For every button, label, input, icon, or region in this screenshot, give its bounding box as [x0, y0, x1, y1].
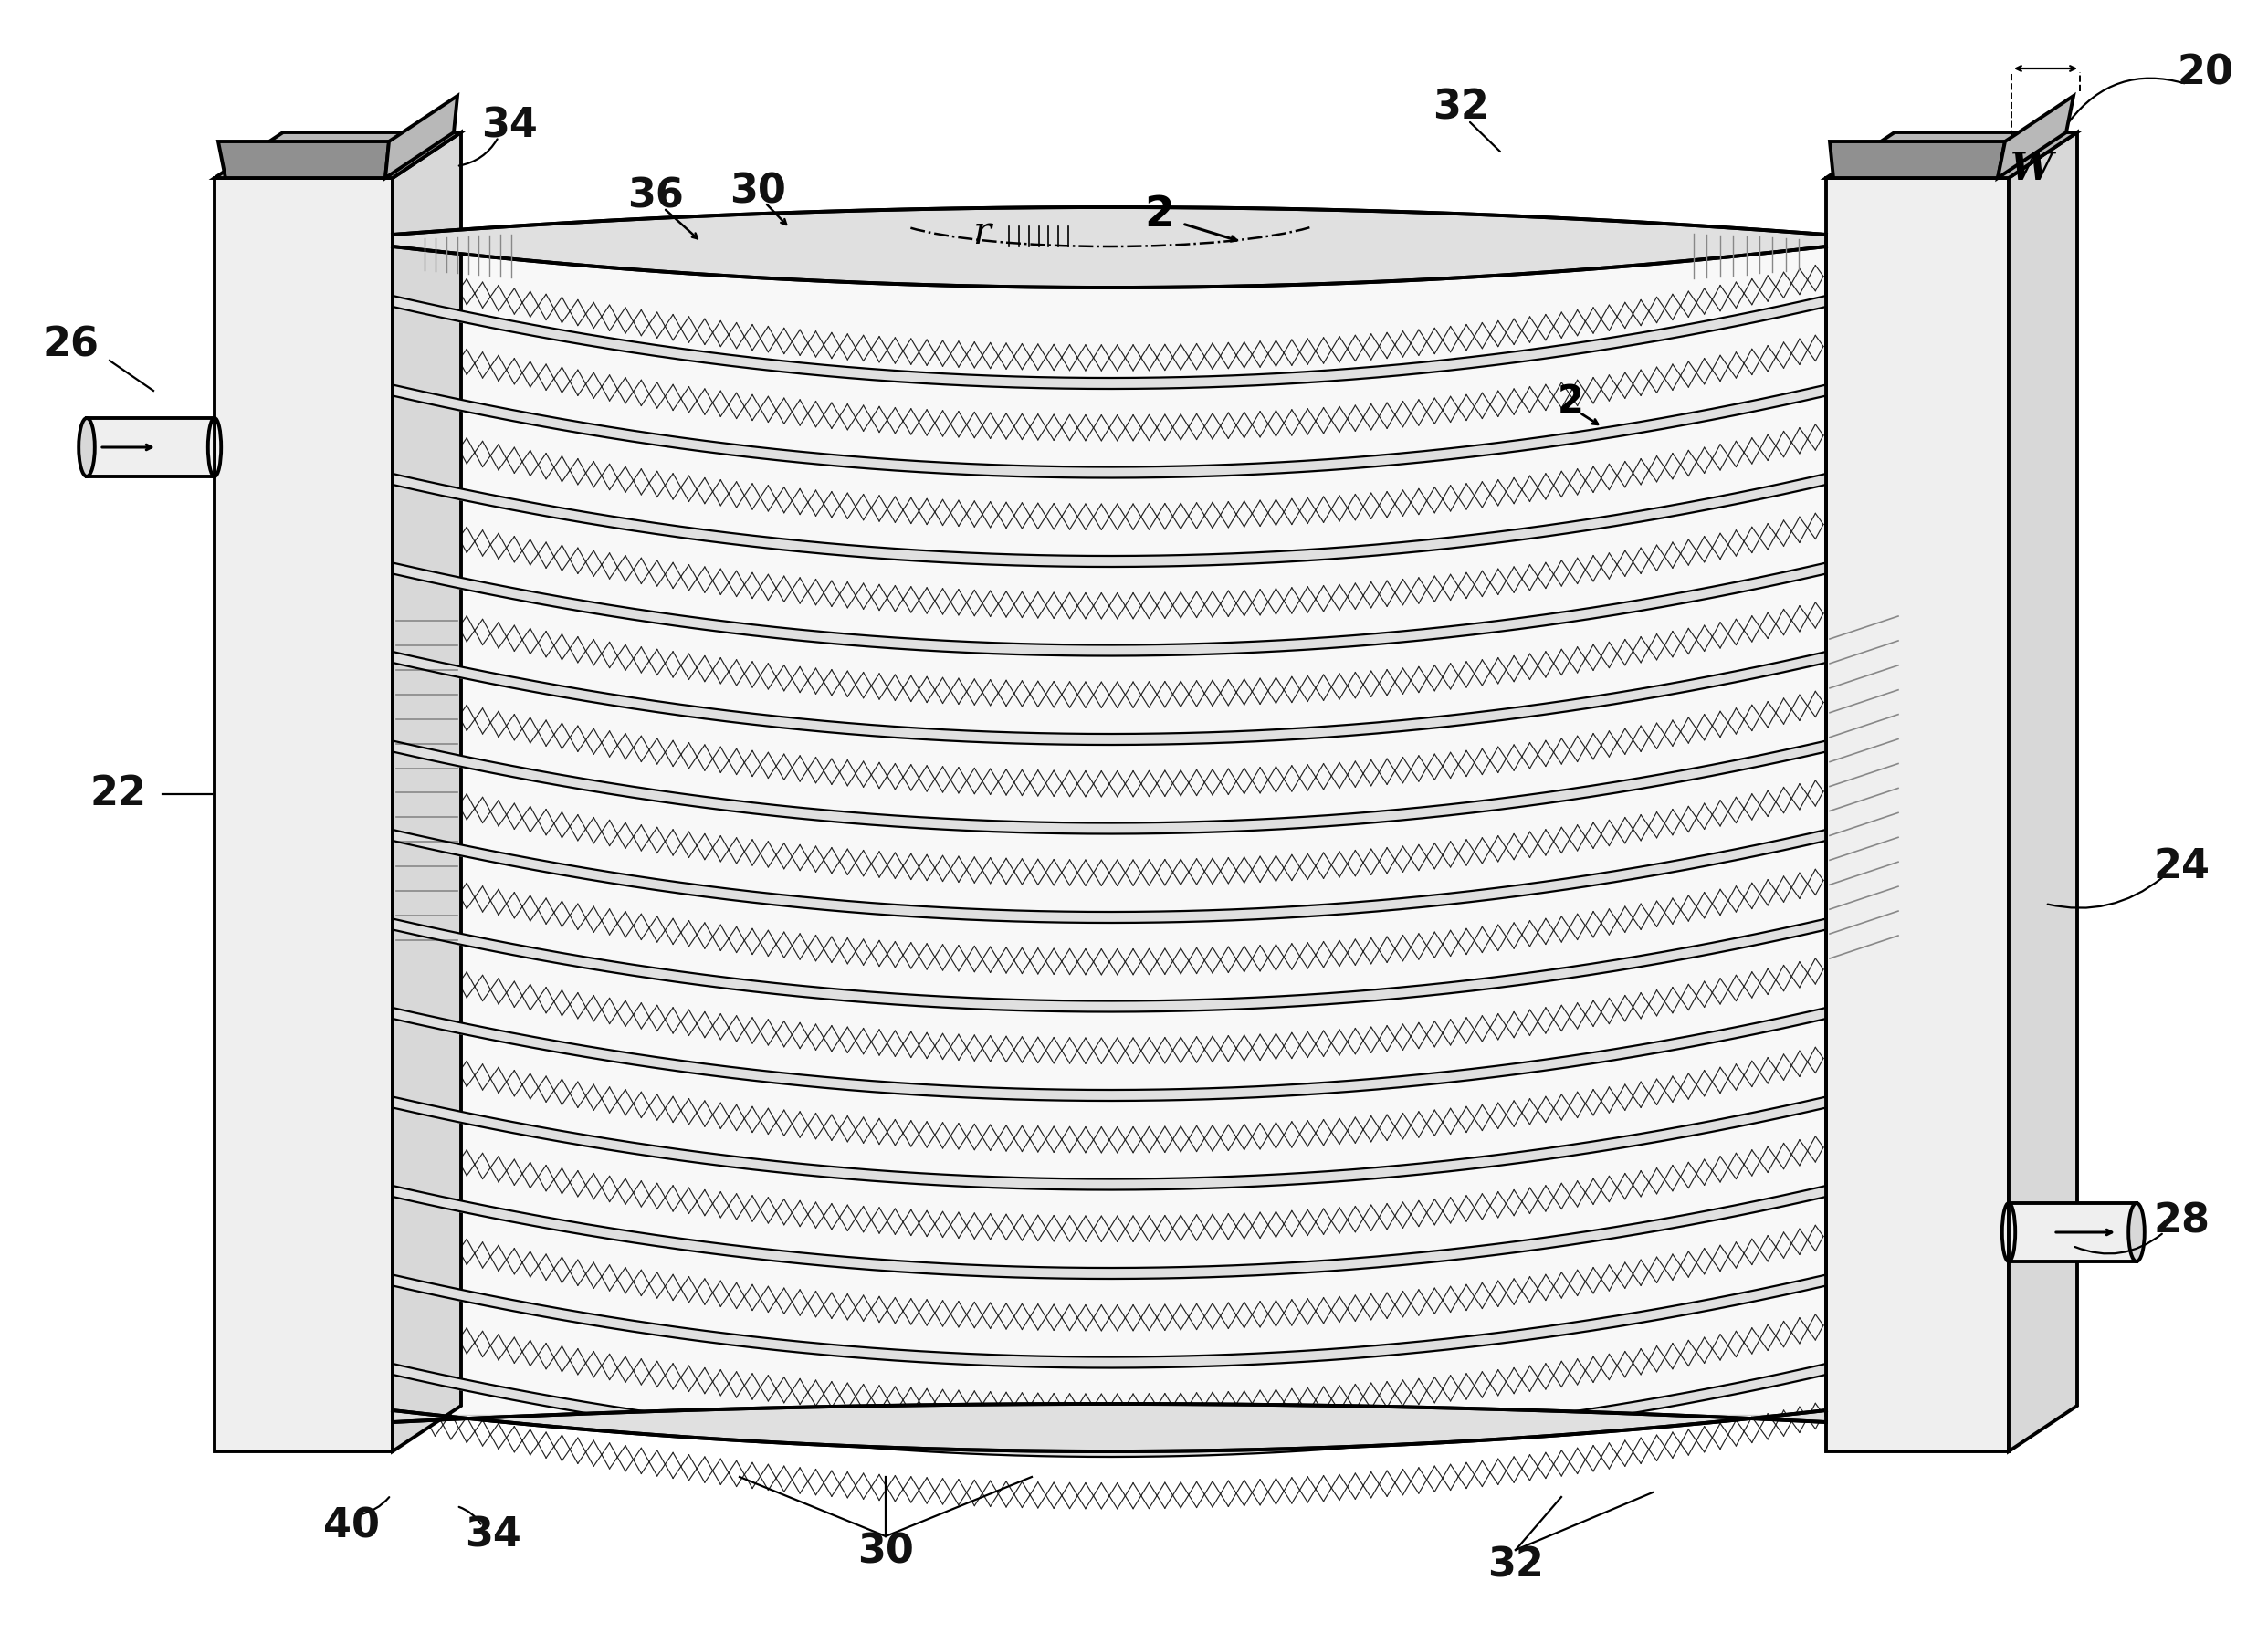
Text: 34: 34 — [465, 1515, 522, 1555]
Text: 2: 2 — [1558, 382, 1583, 421]
Text: 22: 22 — [91, 774, 147, 813]
Polygon shape — [392, 132, 460, 1452]
Polygon shape — [1998, 96, 2073, 178]
Polygon shape — [386, 96, 458, 178]
Text: 30: 30 — [730, 171, 787, 211]
Polygon shape — [392, 242, 1826, 1414]
Text: 26: 26 — [43, 325, 100, 364]
Text: r: r — [973, 214, 991, 251]
Text: 30: 30 — [857, 1532, 914, 1571]
Polygon shape — [1826, 178, 2009, 1452]
Polygon shape — [1830, 142, 2005, 178]
Text: 32: 32 — [1433, 88, 1490, 127]
Polygon shape — [218, 142, 388, 178]
Text: 32: 32 — [1488, 1546, 1545, 1586]
Polygon shape — [392, 1404, 1826, 1452]
Polygon shape — [2009, 132, 2077, 1452]
Polygon shape — [215, 132, 460, 178]
Polygon shape — [215, 178, 392, 1452]
Polygon shape — [1826, 132, 2077, 178]
Text: 34: 34 — [481, 106, 538, 145]
Ellipse shape — [79, 418, 95, 477]
Text: 20: 20 — [2177, 54, 2234, 93]
Text: 24: 24 — [2155, 848, 2211, 887]
Text: 28: 28 — [2155, 1202, 2211, 1241]
Text: 36: 36 — [628, 176, 685, 216]
Text: 2: 2 — [1145, 194, 1175, 235]
Polygon shape — [2009, 1204, 2136, 1261]
Polygon shape — [392, 207, 1826, 287]
Polygon shape — [86, 418, 215, 477]
Text: 40: 40 — [324, 1507, 379, 1546]
Text: W: W — [2009, 150, 2053, 188]
Ellipse shape — [2127, 1204, 2146, 1261]
